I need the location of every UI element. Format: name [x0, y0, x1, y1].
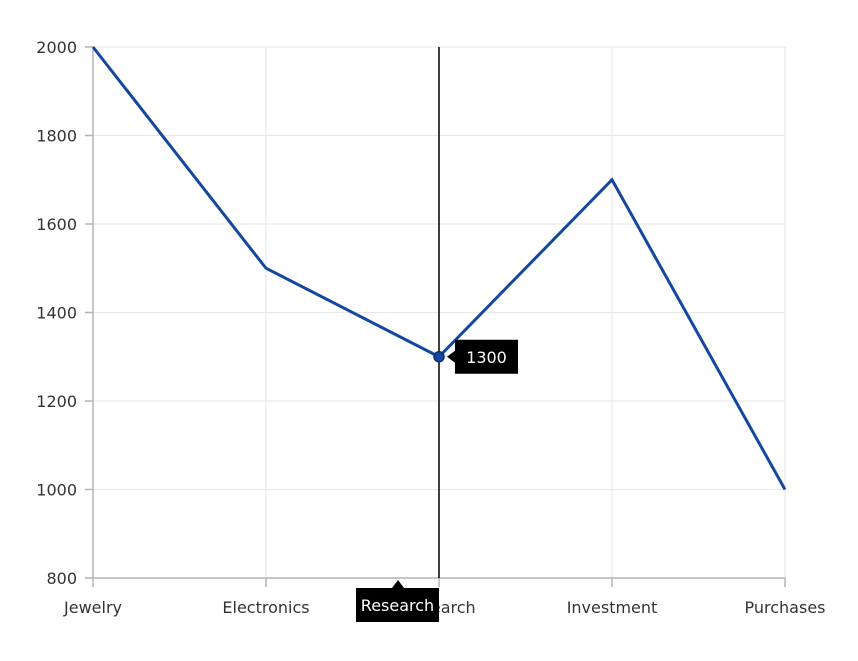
y-axis-ticks: 800 1000 1200 1400 1600 1800 2000 — [36, 38, 77, 588]
value-tooltip-text: 1300 — [466, 348, 507, 367]
category-tooltip-text: Research — [361, 596, 434, 615]
y-tick-label: 800 — [46, 569, 77, 588]
y-tick-label: 1800 — [36, 127, 77, 146]
x-axis-ticks: Jewelry Electronics Research Investment Purc… — [63, 598, 825, 617]
y-tick-label: 1200 — [36, 392, 77, 411]
data-point-marker[interactable] — [433, 351, 445, 363]
value-tooltip-box — [455, 339, 518, 374]
y-tick-label: 2000 — [36, 38, 77, 57]
category-tooltip-box — [356, 588, 439, 622]
y-tick-label: 1600 — [36, 215, 77, 234]
y-tick-label: 1400 — [36, 304, 77, 323]
y-tick-label: 1000 — [36, 481, 77, 500]
category-tooltip-pointer — [392, 580, 404, 588]
x-tick-label: Electronics — [222, 598, 309, 617]
axes — [85, 46, 786, 587]
crosshair: 1300 Research — [356, 47, 518, 622]
value-tooltip-pointer — [447, 350, 455, 363]
x-tick-label: Purchases — [745, 598, 826, 617]
x-tick-label: Investment — [567, 598, 658, 617]
x-tick-label: Jewelry — [63, 598, 122, 617]
